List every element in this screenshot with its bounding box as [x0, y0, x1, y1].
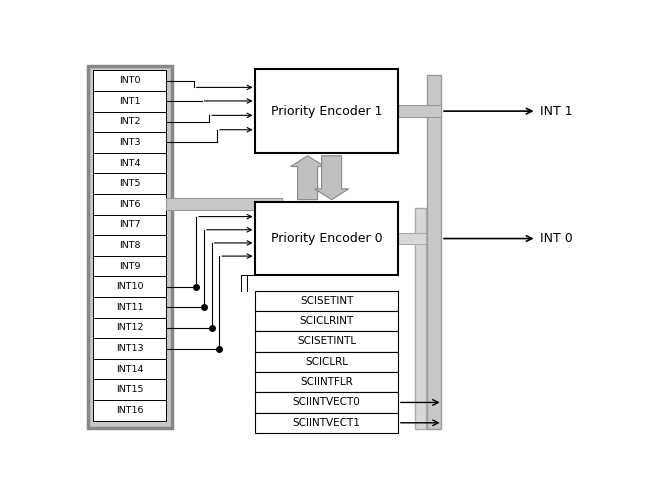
Text: SCISETINT: SCISETINT [300, 296, 353, 306]
Text: SCICLRL: SCICLRL [305, 357, 348, 367]
Text: INT15: INT15 [116, 385, 143, 394]
Bar [166, 198, 283, 210]
Bar [93, 359, 166, 379]
Bar [255, 291, 398, 311]
Bar [93, 297, 166, 317]
Bar [398, 233, 426, 244]
Bar [93, 256, 166, 276]
Bar [93, 132, 166, 153]
Text: INT6: INT6 [119, 200, 141, 209]
Bar [255, 311, 398, 331]
Text: INT 1: INT 1 [540, 105, 572, 118]
Text: Priority Encoder 1: Priority Encoder 1 [271, 105, 382, 118]
Bar [93, 317, 166, 338]
Text: INT9: INT9 [119, 261, 141, 271]
Bar [93, 112, 166, 132]
Text: SCIINTFLR: SCIINTFLR [301, 377, 353, 387]
Bar [255, 202, 398, 275]
Bar [255, 372, 398, 392]
Bar [398, 105, 441, 117]
Text: INT7: INT7 [119, 220, 141, 229]
Bar [93, 215, 166, 235]
Text: SCIINTVECT0: SCIINTVECT0 [293, 397, 361, 407]
Bar [415, 208, 426, 429]
FancyArrow shape [290, 156, 324, 200]
Text: INT12: INT12 [116, 323, 143, 332]
Text: INT 0: INT 0 [540, 232, 572, 245]
Bar [93, 379, 166, 400]
Bar [93, 235, 166, 256]
Bar [255, 331, 398, 352]
Bar [93, 91, 166, 112]
Text: INT16: INT16 [116, 406, 143, 415]
Text: INT8: INT8 [119, 241, 141, 250]
Text: Priority Encoder 0: Priority Encoder 0 [271, 232, 382, 245]
Bar [93, 153, 166, 173]
Text: INT4: INT4 [119, 159, 141, 168]
Text: INT3: INT3 [119, 138, 141, 147]
Text: SCISETINTL: SCISETINTL [297, 336, 356, 346]
Text: INT10: INT10 [116, 282, 143, 291]
Bar [427, 75, 441, 429]
Bar [93, 70, 166, 91]
Bar [93, 173, 166, 194]
Bar [255, 413, 398, 433]
Text: INT11: INT11 [116, 303, 143, 312]
Text: INT14: INT14 [116, 365, 143, 373]
Bar [255, 69, 398, 153]
FancyArrow shape [315, 156, 348, 200]
Bar [93, 338, 166, 359]
Text: INT13: INT13 [116, 344, 143, 353]
Bar [93, 400, 166, 421]
Text: INT1: INT1 [119, 97, 141, 106]
Bar [255, 392, 398, 413]
Text: SCICLRINT: SCICLRINT [299, 316, 354, 326]
Text: INT0: INT0 [119, 76, 141, 85]
Text: INT2: INT2 [119, 118, 141, 126]
Bar [88, 65, 172, 428]
Text: INT5: INT5 [119, 179, 141, 188]
Bar [93, 276, 166, 297]
Bar [255, 352, 398, 372]
Bar [93, 194, 166, 215]
Text: SCIINTVECT1: SCIINTVECT1 [293, 418, 361, 428]
